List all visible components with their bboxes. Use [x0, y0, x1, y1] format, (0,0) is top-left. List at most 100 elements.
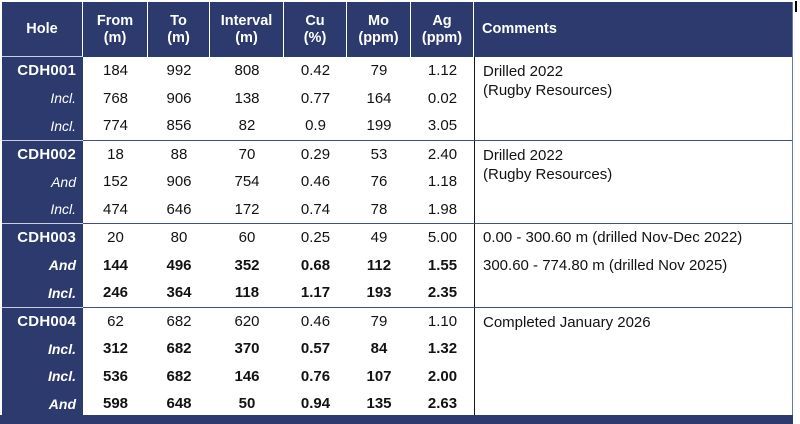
drill-results-table: Hole From (m) To (m) Interval (m) Cu (%)… — [2, 2, 793, 419]
table-header-row: Hole From (m) To (m) Interval (m) Cu (%)… — [2, 2, 792, 57]
comments-cell: Completed January 2026 — [474, 307, 792, 418]
from-cell: 62 — [107, 312, 124, 330]
to-cell: 856 — [166, 117, 192, 135]
hole-block-cdh001-rows: CDH001 184 992 808 0.42 79 1.12 Incl. 76… — [2, 57, 474, 140]
from-cell: 144 — [102, 256, 129, 274]
mo-cell: 78 — [370, 200, 388, 218]
col-header-interval: Interval (m) — [210, 2, 284, 57]
to-cell: 906 — [166, 173, 192, 191]
ag-cell: 1.98 — [427, 200, 458, 218]
interval-cell: 70 — [238, 145, 256, 163]
table-row: And 152 906 754 0.46 76 1.18 — [2, 168, 474, 196]
cu-cell: 1.17 — [300, 284, 331, 302]
from-cell: 768 — [102, 89, 129, 107]
col-header-comments: Comments — [474, 2, 792, 57]
text-cursor-artifact — [795, 1, 797, 12]
comment-line: (Rugby Resources) — [483, 82, 613, 99]
to-cell: 682 — [166, 312, 192, 330]
from-cell: 474 — [102, 200, 129, 218]
cu-cell: 0.29 — [300, 145, 331, 163]
to-cell: 646 — [166, 200, 192, 218]
col-header-hole-label: Hole — [26, 20, 58, 37]
col-header-mo-unit: (ppm) — [358, 29, 399, 46]
hole-id-cell: Incl. — [2, 195, 83, 223]
col-header-comments-label: Comments — [482, 21, 557, 37]
hole-id-cell: And — [2, 251, 83, 279]
hole-id-cell: Incl. — [2, 279, 83, 307]
mo-cell: 199 — [366, 117, 392, 135]
from-cell: 184 — [102, 62, 129, 80]
interval-qualifier: Incl. — [50, 117, 76, 134]
mo-cell: 49 — [370, 229, 388, 247]
col-header-to: To (m) — [148, 2, 210, 57]
table-row: Incl. 474 646 172 0.74 78 1.98 — [2, 195, 474, 223]
block-divider — [2, 139, 792, 141]
hole-block-cdh001: CDH001 184 992 808 0.42 79 1.12 Incl. 76… — [2, 57, 792, 140]
interval-qualifier: Incl. — [50, 90, 76, 107]
hole-id-cell: Incl. — [2, 362, 83, 390]
mo-cell: 193 — [366, 284, 392, 302]
to-cell: 364 — [166, 284, 192, 302]
table-row: CDH001 184 992 808 0.42 79 1.12 — [2, 57, 474, 85]
cu-cell: 0.25 — [300, 229, 331, 247]
col-header-ag-unit: (ppm) — [421, 29, 463, 46]
table-row: And 598 648 50 0.94 135 2.63 — [2, 390, 474, 418]
ag-cell: 1.55 — [427, 256, 458, 274]
table-row: Incl. 536 682 146 0.76 107 2.00 — [2, 362, 474, 390]
from-cell: 598 — [102, 395, 129, 413]
block-divider — [2, 223, 792, 224]
col-header-ag: Ag (ppm) — [411, 2, 474, 57]
comment-line: 300.60 - 774.80 m (drilled Nov 2025) — [483, 256, 728, 274]
next-section-header-edge — [0, 415, 793, 424]
hole-id: CDH004 — [17, 312, 76, 330]
comments-cell: Drilled 2022 (Rugby Resources) — [474, 140, 792, 223]
hole-block-cdh004-rows: CDH004 62 682 620 0.46 79 1.10 Incl. 312… — [2, 307, 474, 418]
col-header-from-unit: (m) — [103, 29, 127, 46]
hole-id-cell: CDH003 — [2, 224, 83, 252]
col-header-mo: Mo (ppm) — [347, 2, 411, 57]
hole-block-cdh004: CDH004 62 682 620 0.46 79 1.10 Incl. 312… — [2, 307, 792, 418]
hole-block-cdh003: CDH003 20 80 60 0.25 49 5.00 And 144 496… — [2, 224, 792, 307]
ag-cell: 1.10 — [427, 312, 458, 330]
cu-cell: 0.9 — [305, 117, 326, 135]
from-cell: 152 — [102, 173, 129, 191]
cu-cell: 0.46 — [300, 312, 331, 330]
interval-qualifier: And — [51, 173, 76, 190]
from-cell: 312 — [102, 340, 129, 358]
from-cell: 246 — [102, 284, 129, 302]
ag-cell: 5.00 — [427, 229, 458, 247]
hole-id-cell: And — [2, 390, 83, 418]
col-header-interval-label: Interval — [220, 12, 273, 29]
cu-cell: 0.94 — [300, 395, 331, 413]
ag-cell: 1.12 — [427, 62, 458, 80]
col-header-cu-unit: (%) — [303, 29, 327, 46]
interval-qualifier: Incl. — [47, 284, 76, 301]
ag-cell: 3.05 — [427, 117, 458, 135]
col-header-cu-label: Cu — [305, 12, 325, 29]
mo-cell: 79 — [370, 62, 388, 80]
hole-id-cell: And — [2, 168, 83, 196]
ag-cell: 2.40 — [427, 145, 458, 163]
interval-cell: 60 — [238, 229, 256, 247]
table-row: Incl. 312 682 370 0.57 84 1.32 — [2, 335, 474, 363]
col-header-to-label: To — [170, 12, 187, 29]
table-row: Incl. 768 906 138 0.77 164 0.02 — [2, 84, 474, 112]
mo-cell: 112 — [366, 256, 392, 274]
hole-block-cdh003-rows: CDH003 20 80 60 0.25 49 5.00 And 144 496… — [2, 224, 474, 307]
from-cell: 774 — [102, 117, 129, 135]
hole-id-cell: Incl. — [2, 84, 83, 112]
interval-qualifier: Incl. — [47, 340, 76, 357]
cu-cell: 0.68 — [300, 256, 331, 274]
cu-cell: 0.76 — [300, 367, 331, 385]
col-header-ag-label: Ag — [432, 12, 452, 29]
from-cell: 18 — [107, 145, 124, 163]
interval-cell: 808 — [234, 62, 260, 80]
table-row: CDH002 18 88 70 0.29 53 2.40 — [2, 140, 474, 168]
to-cell: 496 — [166, 256, 192, 274]
hole-block-cdh002: CDH002 18 88 70 0.29 53 2.40 And 152 906… — [2, 140, 792, 223]
ag-cell: 2.63 — [427, 395, 458, 413]
ag-cell: 2.35 — [427, 284, 458, 302]
comment-line: Completed January 2026 — [483, 313, 651, 331]
hole-id: CDH001 — [17, 62, 76, 80]
mo-cell: 76 — [370, 173, 388, 191]
